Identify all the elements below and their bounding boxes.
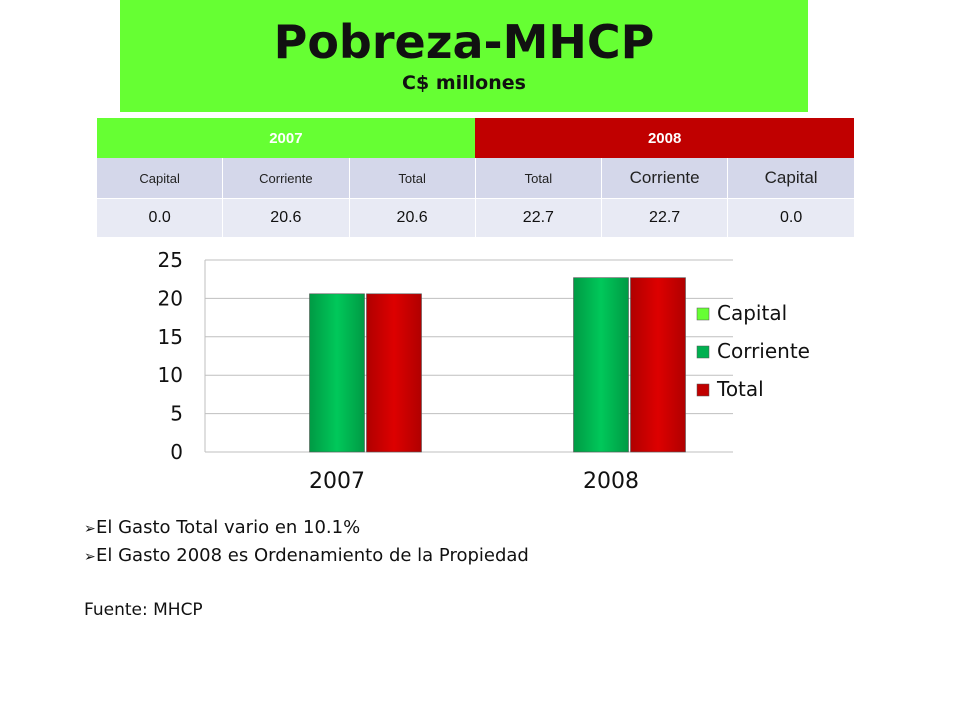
bullet-list: ➢El Gasto Total vario en 10.1% ➢El Gasto… <box>84 514 529 570</box>
column-header: Capital <box>727 158 854 199</box>
y-tick-label: 5 <box>170 402 183 426</box>
arrow-bullet-icon: ➢ <box>84 549 96 565</box>
column-header: Total <box>348 158 476 199</box>
table-cell: 22.7 <box>474 198 602 237</box>
bullet-item: ➢El Gasto 2008 es Ordenamiento de la Pro… <box>84 542 529 570</box>
legend-label: Corriente <box>717 339 810 363</box>
column-header: Corriente <box>222 158 349 199</box>
column-header: Corriente <box>600 158 728 199</box>
bar-total-2007 <box>366 293 422 453</box>
bullet-item: ➢El Gasto Total vario en 10.1% <box>84 514 529 542</box>
arrow-bullet-icon: ➢ <box>84 521 96 537</box>
bar-chart: 0 5 10 15 20 25 2007 2008 Capital Corriente Total <box>158 248 810 494</box>
x-tick-label: 2007 <box>309 469 365 494</box>
y-tick-label: 15 <box>158 325 183 349</box>
bullet-text: El Gasto Total vario en 10.1% <box>96 517 361 538</box>
bar-corriente-2007 <box>309 293 365 453</box>
table-cell: 0.0 <box>95 198 223 237</box>
source-note: Fuente: MHCP <box>84 600 203 620</box>
bar-total-2008 <box>630 277 686 453</box>
page-title: Pobreza-MHCP <box>273 15 655 69</box>
table-cell: 0.0 <box>727 198 854 237</box>
year-header-row: 2007 2008 <box>96 118 854 158</box>
column-header: Total <box>474 158 602 199</box>
value-row: 0.0 20.6 20.6 22.7 22.7 0.0 <box>95 198 854 237</box>
y-tick-label: 0 <box>170 440 183 464</box>
bar-corriente-2008 <box>573 277 629 453</box>
column-header-row: Capital Corriente Total Total Corriente … <box>95 158 854 199</box>
legend-swatch <box>696 307 710 321</box>
year-header-2007: 2007 <box>96 118 476 158</box>
title-banner: Pobreza-MHCP C$ millones <box>120 0 808 112</box>
year-header-2008: 2008 <box>475 118 854 158</box>
x-tick-label: 2008 <box>583 469 639 494</box>
legend-swatch <box>696 383 710 397</box>
page-subtitle: C$ millones <box>402 72 526 94</box>
y-tick-label: 10 <box>158 363 183 387</box>
legend-label: Capital <box>717 301 787 325</box>
data-table: 2007 2008 Capital Corriente Total Total … <box>95 118 854 237</box>
column-header: Capital <box>95 158 223 199</box>
table-cell: 20.6 <box>348 198 476 237</box>
table-cell: 20.6 <box>222 198 349 237</box>
table-cell: 22.7 <box>600 198 728 237</box>
bullet-text: El Gasto 2008 es Ordenamiento de la Prop… <box>96 545 529 566</box>
legend-label: Total <box>716 377 764 401</box>
y-tick-label: 25 <box>158 248 183 272</box>
legend-swatch <box>696 345 710 359</box>
y-tick-label: 20 <box>158 286 183 310</box>
